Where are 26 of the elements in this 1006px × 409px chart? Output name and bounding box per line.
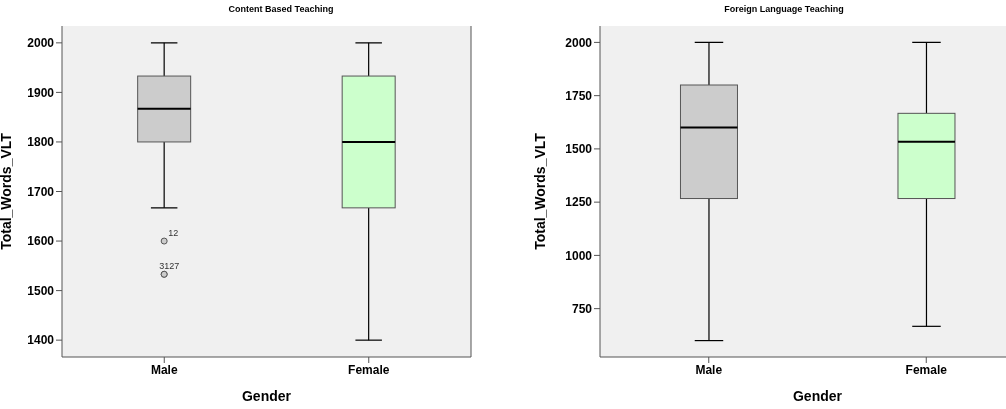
y-tick-label: 1400 [27, 333, 55, 348]
y-tick-label: 1700 [27, 184, 55, 199]
x-tick-label: Female [905, 362, 948, 377]
y-tick-label: 1750 [565, 88, 593, 103]
chart-title: Foreign Language Teaching [723, 4, 845, 14]
y-tick-label: 1500 [27, 283, 55, 298]
chart-title: Content Based Teaching [227, 4, 335, 14]
y-tick-label: 750 [571, 301, 593, 316]
annotation: 27 [169, 261, 180, 272]
y-axis-title: Total_Words_VLT [0, 132, 14, 250]
x-axis-title: Gender [241, 388, 292, 404]
x-tick-label: Male [695, 362, 723, 377]
y-tick-label: 1250 [565, 195, 593, 210]
x-tick-label: Female [348, 362, 390, 377]
x-tick-label: Male [150, 362, 178, 377]
y-tick-label: 2000 [27, 36, 55, 51]
x-axis-title: Gender [792, 388, 843, 404]
y-axis-title: Total_Words_VLT [531, 132, 548, 250]
annotation: 31 [159, 261, 170, 272]
y-tick-label: 1000 [565, 248, 593, 263]
annotation: 12 [168, 228, 179, 239]
y-tick-label: 2000 [565, 35, 593, 50]
y-tick-label: 1500 [565, 142, 593, 157]
y-tick-label: 1600 [27, 234, 55, 249]
y-tick-label: 1800 [27, 135, 55, 150]
y-tick-label: 1900 [27, 85, 55, 100]
